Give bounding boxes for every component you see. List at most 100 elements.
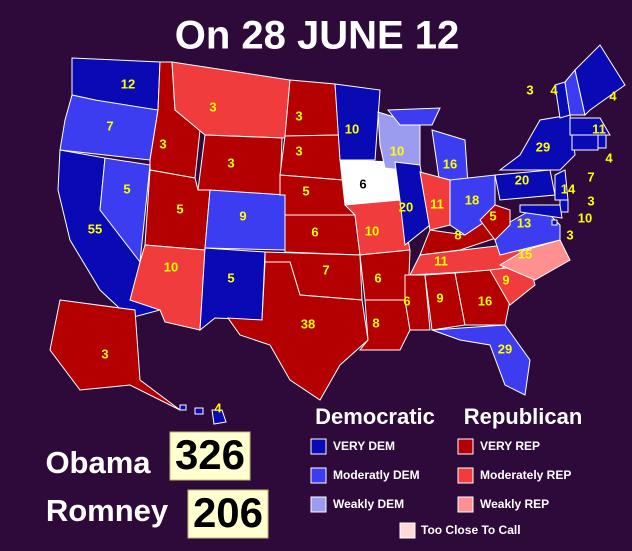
state-votes: 3	[101, 346, 108, 361]
legend-label: Moderatly DEM	[333, 468, 420, 482]
state-shape	[479, 204, 511, 241]
legend-label: Weakly REP	[480, 497, 549, 511]
state-shape	[226, 261, 369, 401]
legend-heading: Republican	[464, 404, 583, 429]
legend-label: VERY REP	[480, 439, 540, 453]
state-votes: 38	[301, 316, 315, 331]
state-votes: 9	[502, 272, 509, 287]
state-votes: 3	[209, 99, 216, 114]
state-votes: 29	[536, 139, 550, 154]
state-votes: 10	[164, 259, 178, 274]
legend-swatch	[310, 467, 327, 484]
state-shape	[129, 244, 206, 331]
state-votes: 5	[227, 270, 234, 285]
state-votes: 6	[359, 176, 366, 191]
state-shape	[498, 239, 571, 281]
state-votes: 7	[106, 118, 113, 133]
state-shape	[394, 161, 431, 246]
state-votes: 3	[526, 82, 533, 97]
state-shape	[519, 204, 563, 219]
legend-swatch	[457, 467, 474, 484]
candidate-votes: 326	[175, 431, 245, 478]
legend-label: Weakly DEM	[333, 497, 404, 511]
state-votes: 4	[605, 150, 613, 165]
state-votes: 4	[214, 400, 222, 415]
legend-swatch	[310, 438, 327, 455]
state-votes: 3	[295, 143, 302, 158]
legend-label: VERY DEM	[333, 439, 395, 453]
state-shape	[197, 134, 283, 196]
state-shape	[284, 214, 361, 256]
state-shape	[279, 134, 344, 181]
state-votes: 5	[302, 183, 309, 198]
state-votes: 4	[550, 82, 558, 97]
legend-label: Too Close To Call	[421, 523, 521, 537]
state-votes: 10	[390, 143, 404, 158]
state-shape	[386, 107, 441, 126]
state-votes: 6	[374, 270, 381, 285]
state-votes: 11	[592, 121, 606, 136]
legend-heading: Democratic	[315, 404, 435, 429]
state-votes: 3	[587, 193, 594, 208]
state-shape	[571, 134, 599, 151]
title: On 28 JUNE 12	[175, 14, 460, 58]
state-votes: 20	[515, 172, 529, 187]
state-votes: 16	[443, 156, 457, 171]
state-votes: 3	[227, 155, 234, 170]
state-votes: 11	[434, 253, 448, 268]
candidate-name: Obama	[45, 445, 151, 480]
state-votes: 3	[159, 136, 166, 151]
state-votes: 18	[465, 192, 479, 207]
state-votes: 55	[88, 221, 102, 236]
state-votes: 12	[121, 76, 135, 91]
state-shape	[454, 269, 511, 326]
state-votes: 20	[399, 199, 413, 214]
legend-swatch	[457, 438, 474, 455]
state-shape	[574, 44, 626, 116]
state-shape	[569, 117, 611, 136]
state-votes: 9	[239, 208, 246, 223]
state-shape	[284, 79, 341, 137]
state-shape	[404, 274, 431, 331]
total-box	[187, 489, 269, 539]
state-votes: 7	[587, 169, 594, 184]
state-votes: 6	[311, 224, 318, 239]
state-votes: 5	[123, 181, 130, 196]
candidate-name: Romney	[46, 493, 169, 528]
state-votes: 11	[430, 196, 444, 211]
state-votes: 6	[403, 293, 410, 308]
state-shape	[431, 324, 531, 396]
state-shape	[211, 409, 227, 425]
legend-swatch	[399, 522, 416, 539]
state-votes: 14	[561, 181, 576, 196]
state-shape	[199, 247, 266, 332]
state-votes: 8	[372, 315, 379, 330]
state-shape	[334, 83, 381, 161]
state-votes: 16	[478, 293, 492, 308]
legend-label: Moderately REP	[480, 468, 571, 482]
state-votes: 7	[322, 262, 329, 277]
state-votes: 10	[365, 223, 379, 238]
state-votes: 15	[518, 246, 532, 261]
state-votes: 3	[566, 227, 573, 242]
state-votes: 9	[436, 290, 443, 305]
legend-swatch	[457, 496, 474, 513]
state-votes: 10	[578, 210, 592, 225]
state-votes: 5	[489, 208, 496, 223]
state-votes: 8	[454, 227, 461, 242]
state-votes: 29	[498, 341, 512, 356]
state-votes: 13	[517, 215, 531, 230]
state-votes: 5	[176, 201, 183, 216]
candidate-votes: 206	[193, 489, 263, 536]
total-box	[169, 431, 251, 481]
state-shape	[194, 407, 204, 415]
state-shape	[49, 299, 181, 411]
state-shape	[597, 134, 607, 149]
state-shape	[179, 404, 187, 411]
state-votes: 10	[345, 121, 359, 136]
state-votes: 3	[295, 108, 302, 123]
state-votes: 4	[609, 88, 617, 103]
state-shape	[551, 219, 558, 226]
